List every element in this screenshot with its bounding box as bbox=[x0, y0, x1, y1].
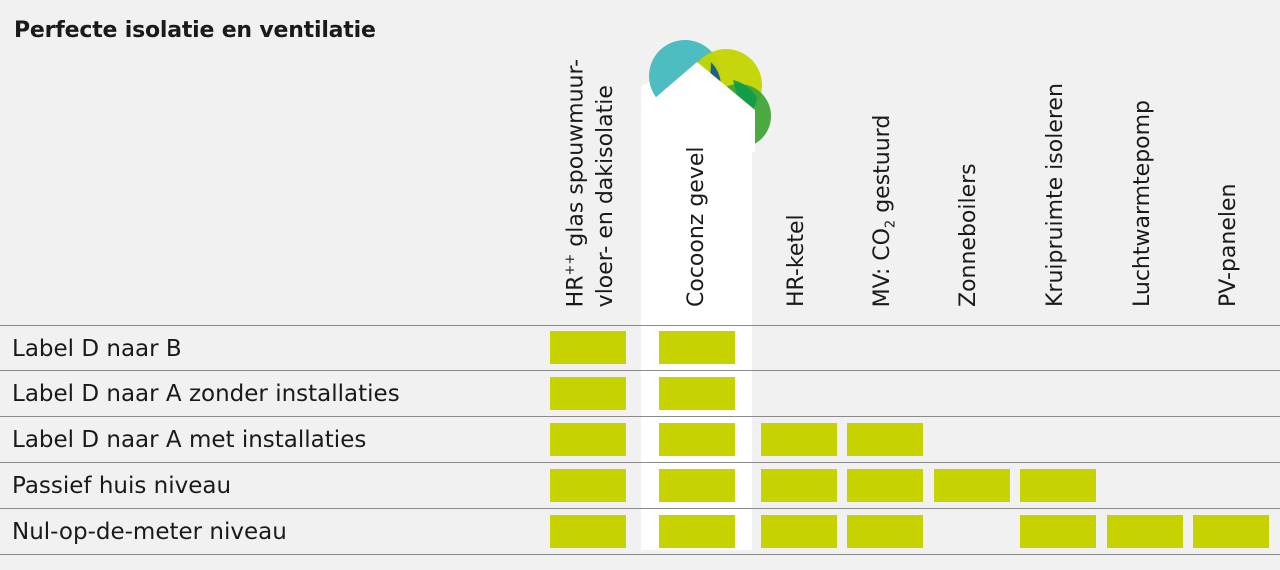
column-header-luchtwarmtepomp: Luchtwarmtepomp bbox=[1130, 99, 1155, 307]
row-label-nul-op-de-meter: Nul-op-de-meter niveau bbox=[12, 519, 287, 545]
matrix-cell-r4-c5 bbox=[1020, 515, 1096, 548]
column-label: MV: CO2 gestuurd bbox=[870, 114, 899, 307]
column-header-pv-panelen: PV-panelen bbox=[1216, 183, 1241, 307]
column-header-mv-co2: MV: CO2 gestuurd bbox=[869, 0, 949, 325]
row-label-passief-huis: Passief huis niveau bbox=[12, 473, 232, 499]
matrix-cell-r4-c0 bbox=[550, 515, 626, 548]
row-divider bbox=[0, 416, 1280, 417]
column-label: HR++ glas spouwmuur- vloer- en dakisolat… bbox=[563, 58, 619, 307]
matrix-cell-r2-c3 bbox=[847, 423, 923, 456]
matrix-cell-r4-c7 bbox=[1193, 515, 1269, 548]
column-header-hr-glas: HR++ glas spouwmuur- vloer- en dakisolat… bbox=[556, 0, 636, 325]
matrix-cell-r2-c0 bbox=[550, 423, 626, 456]
row-divider bbox=[0, 554, 1280, 555]
column-header-zonneboilers: Zonneboilers bbox=[956, 163, 981, 307]
matrix-cell-r4-c1 bbox=[659, 515, 735, 548]
matrix-cell-r3-c3 bbox=[847, 469, 923, 502]
matrix-cell-r3-c2 bbox=[761, 469, 837, 502]
matrix-cell-r2-c1 bbox=[659, 423, 735, 456]
matrix-cell-r4-c2 bbox=[761, 515, 837, 548]
row-label-label-d-naar-b: Label D naar B bbox=[12, 336, 182, 362]
row-label-d-naar-a-met: Label D naar A met installaties bbox=[12, 427, 367, 453]
matrix-cell-r3-c0 bbox=[550, 469, 626, 502]
column-header-kruipruimte: Kruipruimte isoleren bbox=[1043, 83, 1068, 307]
matrix-cell-r3-c4 bbox=[934, 469, 1010, 502]
row-label-d-naar-a-zonder: Label D naar A zonder installaties bbox=[12, 381, 400, 407]
matrix-cell-r0-c0 bbox=[550, 331, 626, 364]
matrix-cell-r0-c1 bbox=[659, 331, 735, 364]
matrix-cell-r3-c1 bbox=[659, 469, 735, 502]
matrix-cell-r2-c2 bbox=[761, 423, 837, 456]
chart-title: Perfecte isolatie en ventilatie bbox=[14, 18, 376, 43]
column-header-hr-ketel: HR-ketel bbox=[784, 214, 809, 307]
matrix-cell-r1-c0 bbox=[550, 377, 626, 410]
row-divider bbox=[0, 325, 1280, 326]
matrix-cell-r4-c3 bbox=[847, 515, 923, 548]
matrix-cell-r3-c5 bbox=[1020, 469, 1096, 502]
row-divider bbox=[0, 508, 1280, 509]
matrix-cell-r1-c1 bbox=[659, 377, 735, 410]
row-divider bbox=[0, 462, 1280, 463]
column-header-cocoonz-gevel: Cocoonz gevel bbox=[684, 146, 709, 308]
cocoonz-logo-icon bbox=[645, 40, 771, 152]
row-divider bbox=[0, 370, 1280, 371]
matrix-cell-r4-c6 bbox=[1107, 515, 1183, 548]
